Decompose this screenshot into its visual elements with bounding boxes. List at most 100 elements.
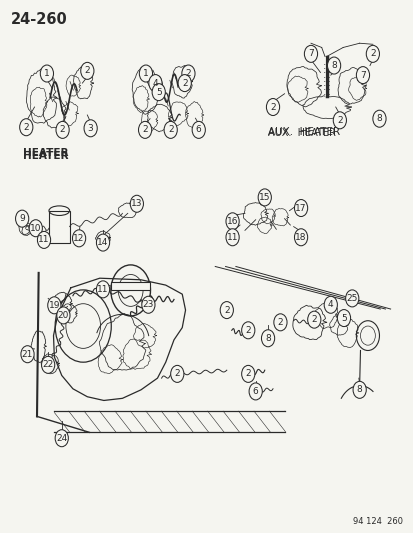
Circle shape	[192, 122, 205, 139]
Circle shape	[164, 122, 177, 139]
Text: 16: 16	[226, 217, 238, 226]
Text: 2: 2	[142, 125, 147, 134]
Text: 22: 22	[43, 360, 54, 369]
Circle shape	[29, 220, 42, 237]
Circle shape	[16, 210, 28, 227]
Circle shape	[225, 229, 239, 246]
Circle shape	[21, 346, 34, 363]
Text: 13: 13	[131, 199, 142, 208]
Circle shape	[294, 199, 307, 216]
Circle shape	[96, 234, 109, 251]
Text: AUX.  HEATER: AUX. HEATER	[268, 128, 335, 138]
Text: 5: 5	[340, 313, 346, 322]
Text: 11: 11	[226, 233, 238, 242]
Circle shape	[170, 366, 183, 382]
Circle shape	[56, 122, 69, 139]
Circle shape	[258, 189, 271, 206]
Text: 6: 6	[252, 387, 258, 396]
Text: HEATER: HEATER	[23, 151, 69, 160]
Circle shape	[352, 381, 366, 398]
Text: 1: 1	[44, 69, 50, 78]
Circle shape	[220, 302, 233, 319]
Text: 10: 10	[30, 224, 41, 233]
Text: 2: 2	[181, 78, 187, 87]
Text: 15: 15	[259, 193, 270, 202]
Text: 2: 2	[24, 123, 29, 132]
Text: 2: 2	[336, 116, 342, 125]
Text: 11: 11	[97, 285, 109, 294]
Circle shape	[327, 57, 340, 74]
Text: 2: 2	[59, 125, 65, 134]
Circle shape	[55, 430, 68, 447]
Circle shape	[337, 310, 350, 327]
Text: HEATER: HEATER	[23, 149, 69, 158]
Circle shape	[225, 213, 239, 230]
Circle shape	[307, 311, 320, 328]
Circle shape	[96, 281, 109, 298]
Circle shape	[84, 120, 97, 137]
Circle shape	[372, 110, 385, 127]
Circle shape	[323, 296, 337, 313]
Circle shape	[261, 330, 274, 347]
Circle shape	[138, 122, 151, 139]
Text: 2: 2	[174, 369, 180, 378]
Text: 6: 6	[195, 125, 201, 134]
Text: 2: 2	[223, 305, 229, 314]
Text: 17: 17	[294, 204, 306, 213]
Text: 4: 4	[327, 300, 333, 309]
Circle shape	[241, 366, 254, 382]
Text: 2: 2	[185, 69, 191, 78]
Text: 24-260: 24-260	[11, 12, 68, 27]
Text: 11: 11	[38, 236, 50, 245]
Circle shape	[345, 290, 358, 307]
Text: 3: 3	[88, 124, 93, 133]
Text: AUX.  HEATER: AUX. HEATER	[268, 127, 339, 137]
Text: 9: 9	[19, 214, 25, 223]
Text: 24: 24	[56, 434, 67, 443]
Circle shape	[142, 296, 154, 313]
Circle shape	[37, 231, 50, 248]
Text: 2: 2	[168, 125, 173, 134]
Text: 14: 14	[97, 238, 109, 247]
Text: 2: 2	[84, 67, 90, 75]
Text: 8: 8	[376, 114, 382, 123]
Text: 4: 4	[152, 78, 158, 87]
Circle shape	[178, 75, 191, 92]
Circle shape	[266, 99, 279, 116]
Text: 18: 18	[294, 233, 306, 242]
Text: 2: 2	[245, 326, 250, 335]
Bar	[49, 211, 69, 243]
Text: 1: 1	[143, 69, 148, 78]
Text: 2: 2	[277, 318, 282, 327]
Circle shape	[40, 65, 53, 82]
Circle shape	[304, 45, 317, 62]
Circle shape	[41, 357, 55, 373]
Text: 5: 5	[155, 87, 161, 96]
Circle shape	[81, 62, 94, 79]
Text: 8: 8	[356, 385, 362, 394]
Circle shape	[47, 297, 61, 314]
Circle shape	[241, 322, 254, 339]
Circle shape	[20, 119, 33, 136]
Circle shape	[332, 112, 346, 129]
Circle shape	[273, 314, 286, 331]
Circle shape	[366, 45, 379, 62]
Bar	[111, 282, 150, 290]
Text: 19: 19	[48, 301, 60, 310]
Circle shape	[139, 65, 152, 82]
Circle shape	[181, 65, 195, 82]
Text: 12: 12	[73, 234, 85, 243]
Circle shape	[72, 230, 85, 247]
Text: 20: 20	[57, 311, 69, 320]
Text: 94 124  260: 94 124 260	[352, 517, 402, 526]
Text: 7: 7	[359, 70, 365, 79]
Text: 2: 2	[311, 315, 316, 324]
Circle shape	[249, 383, 262, 400]
Circle shape	[356, 67, 369, 84]
Text: 2: 2	[369, 50, 375, 58]
Text: 7: 7	[307, 50, 313, 58]
Text: 25: 25	[346, 294, 357, 303]
Text: 21: 21	[22, 350, 33, 359]
Circle shape	[294, 229, 307, 246]
Text: 2: 2	[270, 102, 275, 111]
